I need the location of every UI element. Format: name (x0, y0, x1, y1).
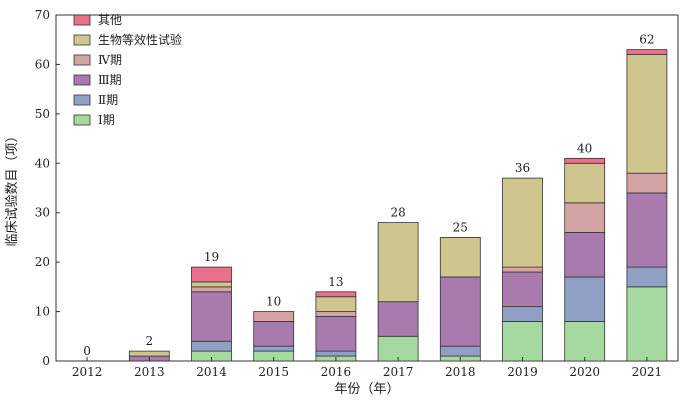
bar-segment (253, 311, 295, 322)
y-tick-label: 20 (35, 255, 50, 269)
x-tick-label: 2021 (632, 365, 663, 379)
legend-swatch (73, 114, 91, 126)
bar-segment (191, 291, 232, 342)
bar-segment (564, 162, 606, 204)
y-tick-label: 0 (42, 354, 50, 368)
y-tick-label: 70 (35, 8, 50, 22)
bar-segment (564, 232, 606, 278)
plot-area-frame (55, 14, 679, 362)
y-tick-label: 30 (35, 206, 50, 220)
legend-swatch (73, 34, 91, 46)
bar-segment (626, 266, 668, 288)
bar-segment (626, 54, 668, 174)
bar-segment (315, 350, 357, 357)
x-tick-label: 2019 (507, 365, 538, 379)
bar-segment (315, 296, 357, 312)
bar-segment (564, 157, 606, 164)
bar-total-label: 10 (266, 295, 281, 309)
legend-swatch (73, 14, 91, 26)
bar-segment (439, 345, 481, 357)
x-tick-label: 2015 (258, 365, 289, 379)
bar-total-label: 36 (515, 161, 530, 175)
bar-segment (191, 266, 232, 283)
x-tick-label: 2018 (445, 365, 476, 379)
bar-segment (191, 286, 232, 293)
bar-segment (502, 271, 543, 308)
x-tick-label: 2014 (196, 365, 227, 379)
bar-segment (439, 237, 481, 278)
bar-segment (626, 49, 668, 55)
bar-segment (626, 286, 668, 362)
y-tick-label: 10 (35, 305, 50, 319)
bar-segment (377, 301, 419, 337)
x-tick-label: 2012 (72, 365, 103, 379)
bar-total-label: 2 (145, 334, 153, 348)
x-tick-label: 2017 (383, 365, 414, 379)
bar-segment (564, 321, 606, 362)
bar-segment (439, 276, 481, 347)
legend-swatch (73, 74, 91, 86)
bar-segment (253, 321, 295, 347)
bar-segment (564, 276, 606, 322)
bar-total-label: 13 (328, 275, 343, 289)
legend-label: Ⅱ期 (98, 93, 118, 107)
bar-segment (128, 350, 170, 357)
bar-segment (502, 321, 543, 362)
legend-label: Ⅰ期 (98, 113, 115, 127)
bar-segment (502, 266, 543, 273)
bar-segment (626, 172, 668, 194)
bar-total-label: 0 (83, 344, 91, 358)
bar-total-label: 25 (453, 220, 468, 234)
legend-label: 生物等效性试验 (98, 32, 182, 47)
bar-segment (377, 335, 419, 362)
x-axis-title: 年份（年） (334, 382, 399, 397)
bar-total-label: 40 (577, 141, 592, 155)
legend-swatch (73, 94, 91, 106)
bar-total-label: 19 (204, 250, 219, 264)
bar-segment (564, 202, 606, 233)
bar-segment (377, 222, 419, 303)
y-tick-label: 50 (35, 107, 50, 121)
bar-segment (502, 177, 543, 268)
x-tick-label: 2013 (134, 365, 165, 379)
bar-segment (502, 306, 543, 322)
legend-label: 其他 (98, 13, 122, 27)
x-tick-label: 2020 (569, 365, 600, 379)
bar-segment (315, 316, 357, 352)
bar-segment (191, 340, 232, 352)
y-tick-label: 40 (35, 156, 50, 170)
bar-segment (315, 291, 357, 298)
bar-segment (253, 345, 295, 352)
legend-swatch (73, 54, 91, 66)
bar-segment (191, 281, 232, 288)
y-axis-title: 临床试验数目（项） (4, 129, 20, 246)
bar-segment (315, 311, 357, 317)
legend-label: Ⅲ期 (98, 73, 122, 87)
bar-segment (626, 192, 668, 268)
legend-label: Ⅳ期 (98, 53, 122, 67)
y-tick-label: 60 (35, 57, 50, 71)
bar-total-label: 62 (639, 33, 654, 47)
x-tick-label: 2016 (321, 365, 352, 379)
bar-total-label: 28 (390, 206, 405, 220)
